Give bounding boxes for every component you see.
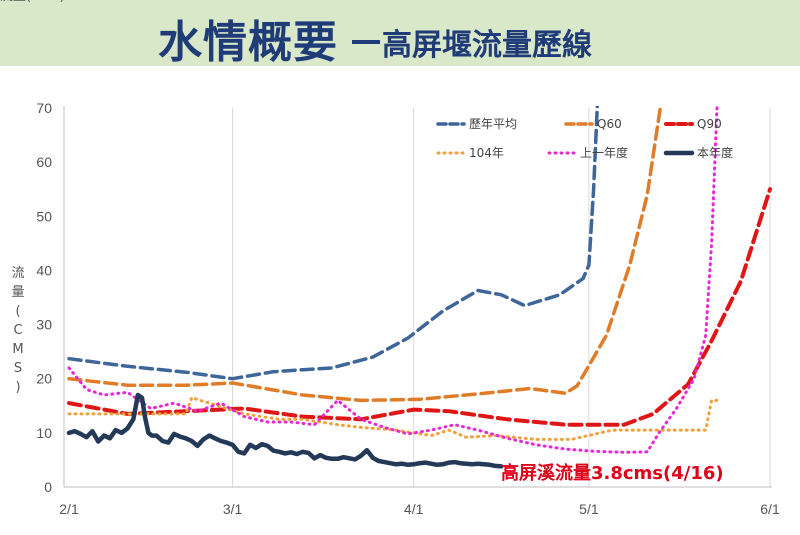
page-subtitle: 高屏堰流量歷線 bbox=[382, 28, 592, 63]
y-axis-title-char: S bbox=[14, 361, 22, 376]
y-tick-label: 10 bbox=[36, 425, 52, 441]
series-line-6 bbox=[66, 392, 504, 469]
series-line-2 bbox=[67, 106, 663, 403]
x-tick-label: 6/1 bbox=[760, 501, 780, 517]
y-axis-title-char: 流 bbox=[11, 266, 24, 281]
y-tick-label: 50 bbox=[36, 208, 52, 224]
series-line-5 bbox=[67, 106, 719, 454]
y-axis-title-char: 量 bbox=[11, 285, 24, 300]
series-line-3 bbox=[67, 187, 772, 427]
title-separator bbox=[352, 40, 380, 44]
page-title: 水情概要 bbox=[158, 17, 338, 68]
y-axis-title-char: C bbox=[13, 323, 22, 338]
title-banner: 水情概要 高屏堰流量歷線 bbox=[0, 0, 800, 68]
y-tick-label: 40 bbox=[36, 262, 52, 278]
series-line-1 bbox=[67, 106, 600, 381]
y-tick-label: 30 bbox=[36, 317, 52, 333]
x-tick-label: 3/1 bbox=[223, 501, 243, 517]
legend-label-1: 歷年平均 bbox=[469, 117, 517, 131]
current-flow-annotation: 高屏溪流量3.8cms(4/16) bbox=[501, 462, 724, 484]
series-line-4 bbox=[67, 396, 719, 441]
y-axis-title: 流量(CMS) bbox=[0, 0, 65, 4]
y-tick-label: 70 bbox=[36, 100, 52, 116]
legend-label-5: 上一年度 bbox=[580, 145, 628, 160]
y-axis-title-char: M bbox=[12, 342, 23, 357]
y-tick-label: 0 bbox=[44, 479, 52, 495]
legend-label-3: Q90 bbox=[697, 117, 722, 131]
y-tick-label: 60 bbox=[36, 154, 52, 170]
y-axis-title-char: ) bbox=[15, 380, 20, 395]
x-tick-label: 2/1 bbox=[59, 501, 79, 517]
legend-label-4: 104年 bbox=[469, 146, 504, 160]
x-tick-label: 4/1 bbox=[404, 501, 424, 517]
legend-label-2: Q60 bbox=[597, 117, 622, 131]
y-tick-label: 20 bbox=[36, 371, 52, 387]
x-tick-label: 5/1 bbox=[579, 501, 599, 517]
y-axis-title-char: ( bbox=[15, 304, 20, 319]
legend-label-6: 本年度 bbox=[697, 145, 733, 160]
